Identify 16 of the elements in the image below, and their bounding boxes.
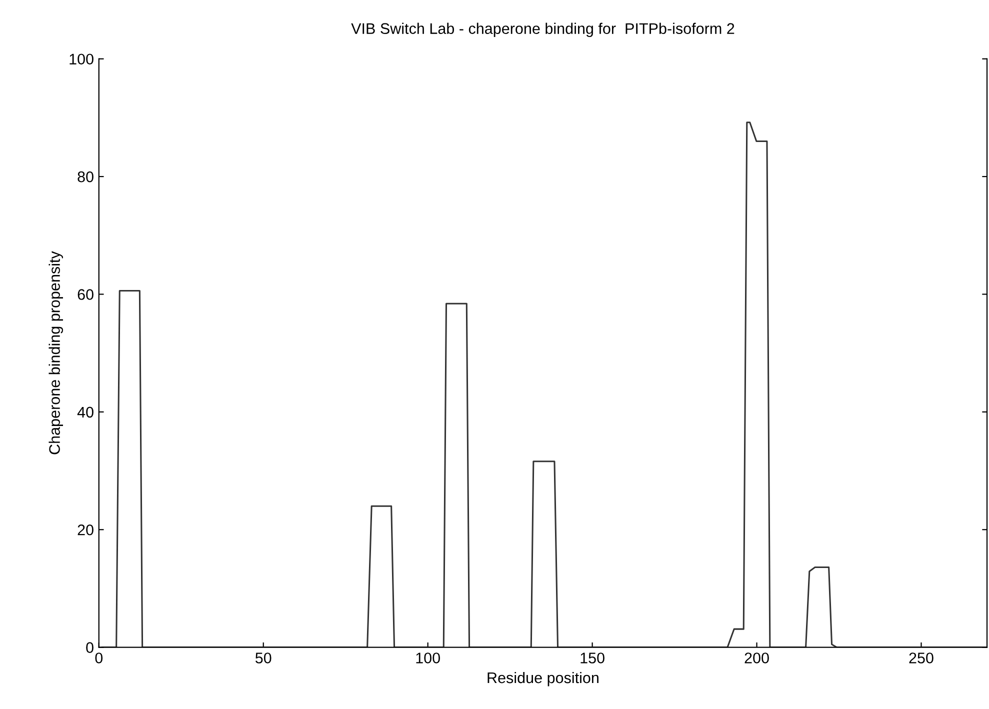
x-tick-label: 250 [909,652,934,664]
x-tick-label: 0 [95,652,103,664]
x-tick-label: 50 [255,652,272,664]
y-tick-label: 100 [70,54,94,65]
y-axis-title: Chaperone binding propensity [48,251,63,454]
y-tick-label: 0 [86,642,94,654]
x-tick-label: 100 [416,652,440,664]
x-tick-label: 200 [744,652,769,664]
x-tick-label: 150 [580,652,604,664]
y-tick-label: 20 [78,524,94,536]
line-series [101,122,988,648]
y-tick-label: 40 [77,406,94,418]
chart-title: VIB Switch Lab - chaperone binding for PITPb-isoform 2 [351,22,734,38]
y-tick-label: 80 [78,171,94,182]
y-tick-label: 60 [78,289,94,300]
x-axis-title: Residue position [488,672,598,686]
